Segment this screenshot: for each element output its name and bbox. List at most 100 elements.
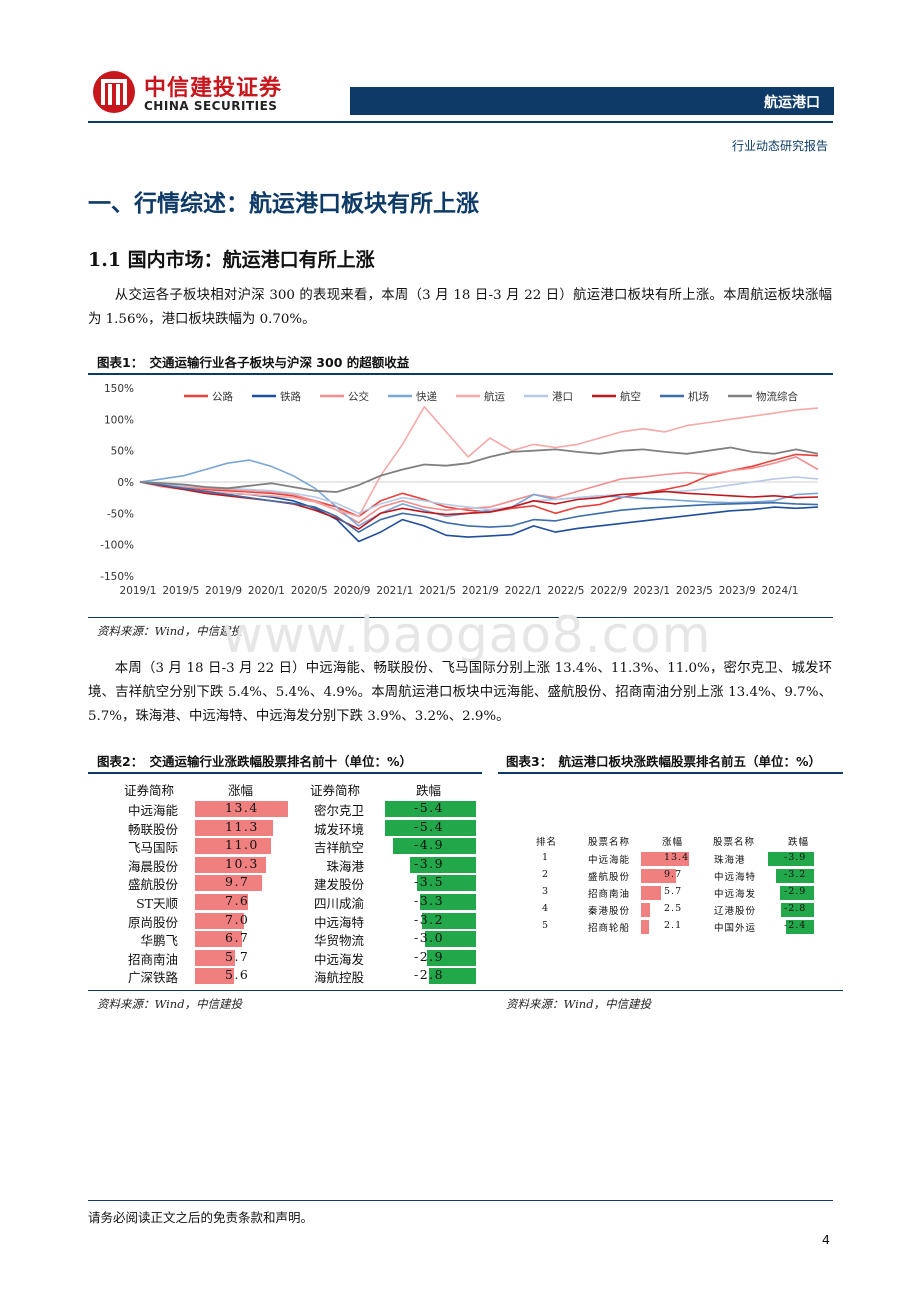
header-bar: 航运港口 xyxy=(350,87,834,115)
figure2-down-name: 华贸物流 xyxy=(313,933,364,949)
figure2-3-bottom-rule xyxy=(88,990,843,991)
figure2-header: 证券简称 xyxy=(310,783,361,798)
figure3-header: 跌幅 xyxy=(788,837,810,848)
figure2-down-bar xyxy=(393,838,476,855)
figure2-source: 资料来源：Wind，中信建投 xyxy=(97,997,243,1011)
figure3-up-value: 9.7 xyxy=(664,869,683,880)
figure3-header: 股票名称 xyxy=(713,837,756,848)
legend-label: 航空 xyxy=(620,390,641,403)
figure2-up-value: 13.4 xyxy=(225,800,259,815)
figure2-up-bar xyxy=(195,931,242,948)
watermark: www.baogao8.com xyxy=(222,606,712,664)
x-tick-label: 2023/9 xyxy=(719,585,756,597)
figure3-rank: 3 xyxy=(542,886,550,897)
figure3-down-name: 中国外运 xyxy=(714,923,757,934)
figure2-up-bar xyxy=(195,949,235,966)
figure2-down-bar xyxy=(427,949,476,966)
figure2-down-bar xyxy=(385,819,476,836)
y-tick-label: 150% xyxy=(104,383,134,395)
figure2-down-bar xyxy=(422,912,476,929)
figure2-table: 证券简称 涨幅 证券简称 跌幅 中远海能 13.4 密尔克卫 -5.4 畅联股份 11.3 城发环境… xyxy=(88,778,482,988)
figure1-bottom-rule xyxy=(88,617,833,618)
figure3-down-value: -2.9 xyxy=(784,886,807,897)
y-tick-label: -150% xyxy=(100,571,134,583)
figure2-down-name: 城发环境 xyxy=(313,821,364,837)
figure3-source: 资料来源：Wind，中信建投 xyxy=(506,997,652,1011)
figure3-up-value: 13.4 xyxy=(664,852,690,863)
figure2-title: 图表2： 交通运输行业涨跌幅股票排名前十（单位：%） xyxy=(97,754,412,769)
figure3-up-name: 盛航股份 xyxy=(588,872,631,883)
figure1-title: 图表1： 交通运输行业各子板块与沪深 300 的超额收益 xyxy=(97,355,410,370)
x-tick-label: 2021/1 xyxy=(376,585,413,597)
x-tick-label: 2021/5 xyxy=(419,585,456,597)
x-tick-label: 2021/9 xyxy=(462,585,499,597)
figure2-up-name: 招商南油 xyxy=(127,951,178,967)
figure2-up-bar xyxy=(195,968,234,985)
figure3-header: 涨幅 xyxy=(662,837,684,848)
figure3-up-bar xyxy=(641,920,649,934)
figure3-down-name: 珠海港 xyxy=(714,855,746,866)
figure2-down-value: -4.9 xyxy=(414,837,445,853)
legend-label: 公交 xyxy=(348,390,369,403)
figure2-up-bar xyxy=(195,912,244,929)
figure2-down-name: 四川成渝 xyxy=(313,896,364,911)
figure3-down-value: -2.4 xyxy=(784,920,807,931)
figure2-up-value: 6.7 xyxy=(225,930,250,946)
legend-label: 港口 xyxy=(552,391,573,403)
x-tick-label: 2023/1 xyxy=(633,585,670,597)
figure2-down-value: -3.2 xyxy=(414,911,445,927)
logo-english-text: CHINA SECURITIES xyxy=(144,99,278,113)
figure2-up-value: 10.3 xyxy=(225,855,259,871)
legend-label: 物流综合 xyxy=(756,390,798,403)
y-tick-label: -100% xyxy=(100,540,134,552)
figure3-down-name: 中远海发 xyxy=(714,889,757,900)
china-securities-logo-icon xyxy=(93,71,135,113)
figure2-down-bar xyxy=(425,931,476,948)
y-tick-label: 0% xyxy=(117,477,134,489)
figure2-header: 跌幅 xyxy=(416,783,442,798)
figure3-down-name: 辽港股份 xyxy=(714,906,757,917)
figure2-down-value: -3.5 xyxy=(414,874,445,890)
figure2-header: 证券简称 xyxy=(124,783,175,798)
figure2-up-name: 飞马国际 xyxy=(127,840,178,856)
figure3-up-value: 2.5 xyxy=(664,903,683,914)
figure3-header: 排名 xyxy=(536,837,558,848)
x-tick-label: 2023/5 xyxy=(676,585,713,597)
x-tick-label: 2024/1 xyxy=(762,585,799,597)
figure2-up-bar xyxy=(195,819,274,836)
figure2-down-value: -2.9 xyxy=(414,948,445,964)
page-number: 4 xyxy=(822,1232,830,1247)
figure2-header: 涨幅 xyxy=(228,783,254,798)
figure3-rank: 2 xyxy=(542,869,550,880)
figure3-down-bar xyxy=(785,920,814,934)
figure3-up-value: 2.1 xyxy=(664,920,683,931)
figure2-down-name: 建发股份 xyxy=(313,877,364,893)
x-tick-label: 2022/9 xyxy=(590,585,627,597)
figure2-up-bar xyxy=(195,856,267,873)
figure2-down-value: -3.9 xyxy=(414,855,445,871)
figure1-line-chart: 150% 100% 50% 0% -50% -100% -150% 2019/1 2019/5 2… xyxy=(100,383,819,597)
figure3-down-bar xyxy=(780,903,814,917)
y-tick-label: 100% xyxy=(104,414,134,426)
figure2-up-value: 11.3 xyxy=(225,818,259,834)
figure2-down-bar xyxy=(420,894,476,910)
figure2-down-name: 中远海特 xyxy=(313,914,364,930)
figure3-down-value: -2.8 xyxy=(784,903,807,914)
paragraph-2: 本周（3 月 18 日-3 月 22 日）中远海能、畅联股份、飞马国际分别上涨 … xyxy=(88,661,832,724)
figure2-down-name: 密尔克卫 xyxy=(313,803,364,818)
header-rule xyxy=(88,121,833,123)
figure2-up-value: 9.7 xyxy=(225,874,250,890)
figure2-up-value: 11.0 xyxy=(225,837,259,853)
report-type: 行业动态研究报告 xyxy=(731,139,828,153)
figure3-rank: 1 xyxy=(542,852,550,863)
series-line-航运 xyxy=(139,406,819,518)
legend-label: 航运 xyxy=(484,390,505,403)
series-line-物流综合 xyxy=(139,446,819,493)
figure2-down-value: -3.0 xyxy=(414,930,445,946)
figure1-source: 资料来源：Wind，中信建投 xyxy=(97,624,243,638)
figure3-down-bar xyxy=(779,886,814,900)
figure3-rank: 4 xyxy=(542,903,550,914)
sector-label: 航运港口 xyxy=(764,95,820,111)
figure2-up-value: 5.6 xyxy=(225,967,250,983)
section-title: 一、行情综述：航运港口板块有所上涨 xyxy=(88,191,479,217)
